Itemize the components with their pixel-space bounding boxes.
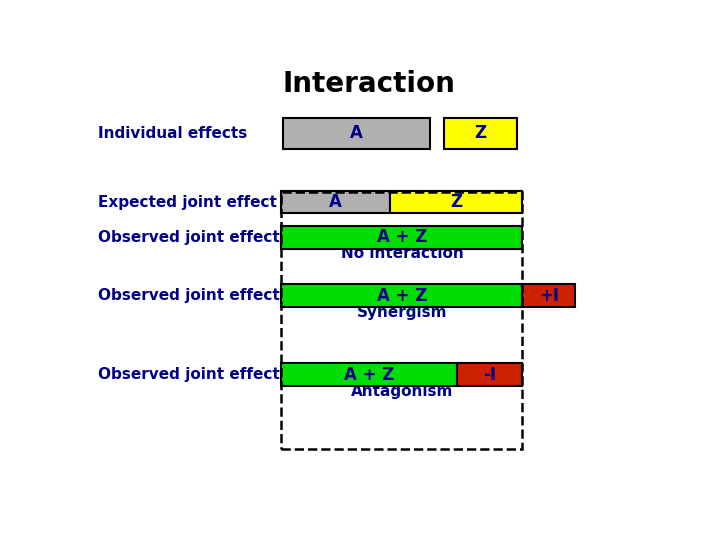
Text: Observed joint effect: Observed joint effect	[99, 230, 280, 245]
Bar	[282, 191, 390, 213]
Bar	[282, 118, 431, 149]
Text: Z: Z	[450, 193, 462, 211]
Text: A + Z: A + Z	[344, 366, 395, 383]
Text: No interaction: No interaction	[341, 246, 464, 261]
Text: Antagonism: Antagonism	[351, 384, 454, 399]
Text: A + Z: A + Z	[377, 287, 427, 305]
Text: Synergism: Synergism	[357, 305, 448, 320]
Text: A: A	[350, 124, 363, 143]
Text: Expected joint effect: Expected joint effect	[99, 194, 277, 210]
Text: Z: Z	[474, 124, 487, 143]
Bar	[282, 192, 523, 449]
Text: Interaction: Interaction	[282, 70, 456, 98]
Text: -I: -I	[483, 366, 496, 383]
Text: Individual effects: Individual effects	[99, 126, 248, 141]
Text: A: A	[329, 193, 342, 211]
Bar	[444, 118, 517, 149]
Text: Observed joint effect: Observed joint effect	[99, 288, 280, 303]
Bar	[282, 284, 523, 307]
Bar	[282, 226, 523, 249]
Text: Observed joint effect: Observed joint effect	[99, 367, 280, 382]
Text: +I: +I	[539, 287, 559, 305]
Text: A + Z: A + Z	[377, 228, 427, 246]
Bar	[523, 284, 575, 307]
Bar	[457, 363, 523, 386]
Bar	[390, 191, 523, 213]
Bar	[282, 363, 457, 386]
